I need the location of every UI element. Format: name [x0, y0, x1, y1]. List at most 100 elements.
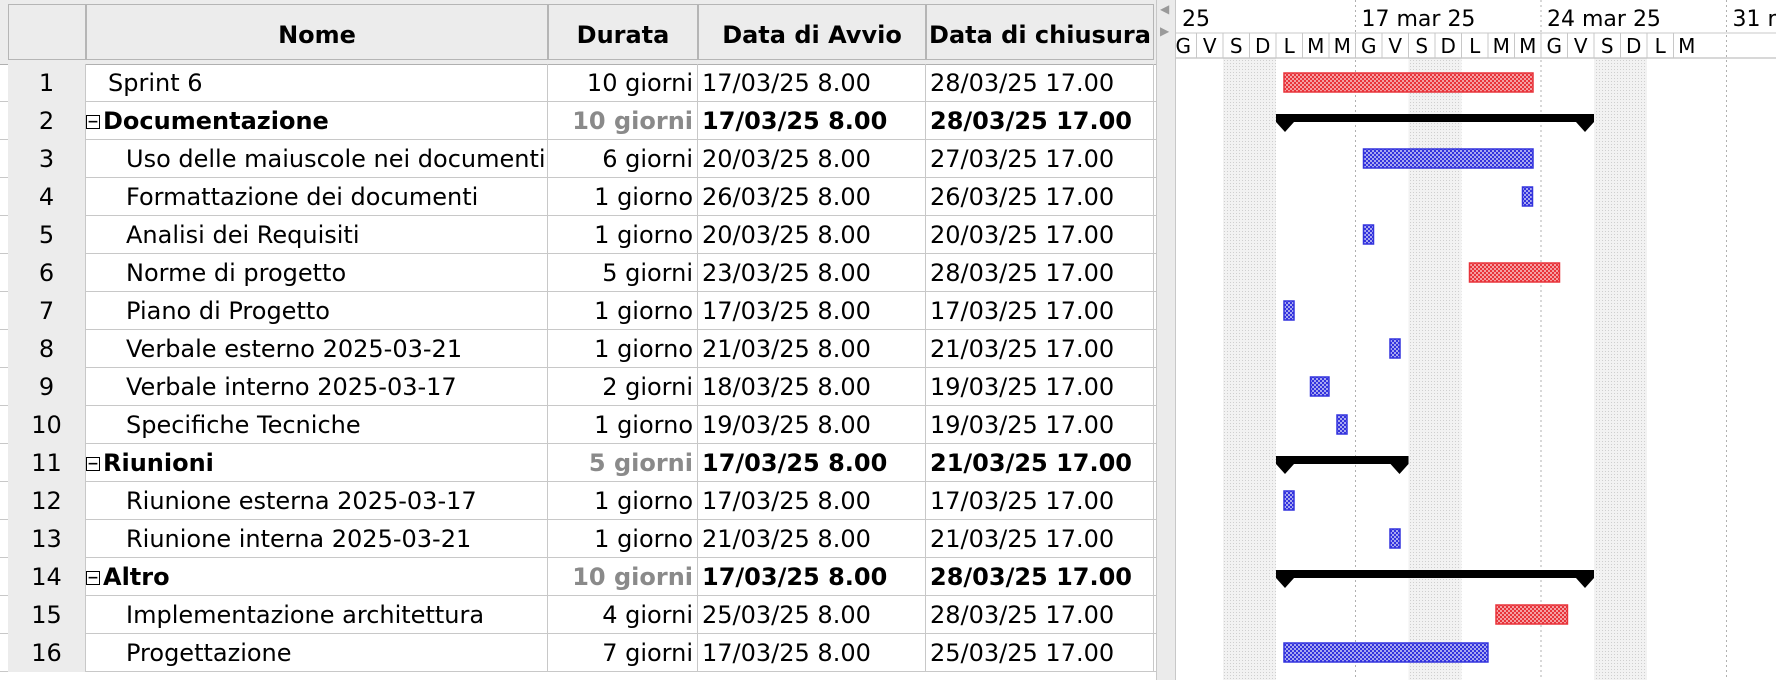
row-number[interactable]: 6 [8, 254, 86, 292]
start-date-cell[interactable]: 19/03/25 8.00 [698, 406, 926, 444]
end-date-cell[interactable]: 17/03/25 17.00 [926, 482, 1154, 520]
table-row[interactable]: 13 Riunione interna 2025-03-21 1 giorno 21/… [0, 520, 1156, 558]
summary-bar[interactable] [1276, 570, 1594, 578]
task-name-cell[interactable]: Verbale esterno 2025-03-21 [86, 330, 548, 368]
critical-task-bar[interactable] [1468, 262, 1561, 283]
table-row[interactable]: 3 Uso delle maiuscole nei documenti 6 gior… [0, 140, 1156, 178]
row-number[interactable]: 15 [8, 596, 86, 634]
duration-cell[interactable]: 4 giorni [548, 596, 698, 634]
critical-task-bar[interactable] [1283, 72, 1534, 93]
end-date-cell[interactable]: 20/03/25 17.00 [926, 216, 1154, 254]
header-end-date[interactable]: Data di chiusura [926, 4, 1154, 60]
task-name-cell[interactable]: Uso delle maiuscole nei documenti [86, 140, 548, 178]
table-row[interactable]: 1 Sprint 6 10 giorni 17/03/25 8.00 28/03/25 … [0, 64, 1156, 102]
duration-cell[interactable]: 5 giorni [548, 444, 698, 482]
start-date-cell[interactable]: 17/03/25 8.00 [698, 102, 926, 140]
start-date-cell[interactable]: 25/03/25 8.00 [698, 596, 926, 634]
duration-cell[interactable]: 6 giorni [548, 140, 698, 178]
start-date-cell[interactable]: 17/03/25 8.00 [698, 558, 926, 596]
table-row[interactable]: 16 Progettazione 7 giorni 17/03/25 8.00 25/0… [0, 634, 1156, 672]
row-number[interactable]: 7 [8, 292, 86, 330]
task-bar[interactable] [1283, 300, 1295, 321]
duration-cell[interactable]: 1 giorno [548, 406, 698, 444]
end-date-cell[interactable]: 28/03/25 17.00 [926, 254, 1154, 292]
row-number[interactable]: 5 [8, 216, 86, 254]
header-start-date[interactable]: Data di Avvio [698, 4, 926, 60]
start-date-cell[interactable]: 20/03/25 8.00 [698, 216, 926, 254]
header-duration[interactable]: Durata [548, 4, 698, 60]
start-date-cell[interactable]: 17/03/25 8.00 [698, 444, 926, 482]
start-date-cell[interactable]: 18/03/25 8.00 [698, 368, 926, 406]
task-name-cell[interactable]: Riunione esterna 2025-03-17 [86, 482, 548, 520]
end-date-cell[interactable]: 28/03/25 17.00 [926, 102, 1154, 140]
task-bar[interactable] [1362, 148, 1534, 169]
end-date-cell[interactable]: 19/03/25 17.00 [926, 368, 1154, 406]
task-bar[interactable] [1389, 338, 1401, 359]
row-number[interactable]: 13 [8, 520, 86, 558]
table-row[interactable]: 2− Documentazione 10 giorni 17/03/25 8.00 28… [0, 102, 1156, 140]
duration-cell[interactable]: 10 giorni [548, 102, 698, 140]
task-name-cell[interactable]: Formattazione dei documenti [86, 178, 548, 216]
task-name-cell[interactable]: Sprint 6 [86, 64, 548, 102]
critical-task-bar[interactable] [1495, 604, 1569, 625]
expand-right-icon[interactable]: ▶ [1160, 24, 1170, 38]
end-date-cell[interactable]: 21/03/25 17.00 [926, 520, 1154, 558]
table-row[interactable]: 11− Riunioni 5 giorni 17/03/25 8.00 21/03/25… [0, 444, 1156, 482]
task-name-cell[interactable]: − Altro [86, 558, 548, 596]
row-number[interactable]: 9 [8, 368, 86, 406]
start-date-cell[interactable]: 17/03/25 8.00 [698, 634, 926, 672]
end-date-cell[interactable]: 17/03/25 17.00 [926, 292, 1154, 330]
row-number[interactable]: 1 [8, 64, 86, 102]
end-date-cell[interactable]: 27/03/25 17.00 [926, 140, 1154, 178]
end-date-cell[interactable]: 28/03/25 17.00 [926, 64, 1154, 102]
task-bar[interactable] [1283, 642, 1489, 663]
task-bar[interactable] [1389, 528, 1401, 549]
task-name-cell[interactable]: Progettazione [86, 634, 548, 672]
duration-cell[interactable]: 1 giorno [548, 330, 698, 368]
summary-bar[interactable] [1276, 456, 1409, 464]
task-bar[interactable] [1283, 490, 1295, 511]
end-date-cell[interactable]: 21/03/25 17.00 [926, 330, 1154, 368]
table-row[interactable]: 10 Specifiche Tecniche 1 giorno 19/03/25 8.… [0, 406, 1156, 444]
duration-cell[interactable]: 10 giorni [548, 64, 698, 102]
table-row[interactable]: 15 Implementazione architettura 4 giorni 25… [0, 596, 1156, 634]
end-date-cell[interactable]: 21/03/25 17.00 [926, 444, 1154, 482]
start-date-cell[interactable]: 23/03/25 8.00 [698, 254, 926, 292]
row-number[interactable]: 16 [8, 634, 86, 672]
end-date-cell[interactable]: 19/03/25 17.00 [926, 406, 1154, 444]
row-number[interactable]: 12 [8, 482, 86, 520]
task-name-cell[interactable]: Norme di progetto [86, 254, 548, 292]
header-row-number[interactable] [8, 4, 86, 60]
task-bar[interactable] [1309, 376, 1330, 397]
collapse-toggle-icon[interactable]: − [86, 456, 100, 472]
start-date-cell[interactable]: 20/03/25 8.00 [698, 140, 926, 178]
end-date-cell[interactable]: 28/03/25 17.00 [926, 558, 1154, 596]
task-name-cell[interactable]: Riunione interna 2025-03-21 [86, 520, 548, 558]
table-row[interactable]: 5 Analisi dei Requisiti 1 giorno 20/03/25 8… [0, 216, 1156, 254]
task-bar[interactable] [1521, 186, 1534, 207]
row-number[interactable]: 3 [8, 140, 86, 178]
table-row[interactable]: 7 Piano di Progetto 1 giorno 17/03/25 8.00 1… [0, 292, 1156, 330]
task-name-cell[interactable]: Specifiche Tecniche [86, 406, 548, 444]
start-date-cell[interactable]: 17/03/25 8.00 [698, 292, 926, 330]
collapse-toggle-icon[interactable]: − [86, 114, 100, 130]
duration-cell[interactable]: 1 giorno [548, 482, 698, 520]
end-date-cell[interactable]: 25/03/25 17.00 [926, 634, 1154, 672]
collapse-toggle-icon[interactable]: − [86, 570, 100, 586]
task-bar[interactable] [1362, 224, 1375, 245]
row-number[interactable]: 14 [8, 558, 86, 596]
task-name-cell[interactable]: − Documentazione [86, 102, 548, 140]
duration-cell[interactable]: 7 giorni [548, 634, 698, 672]
table-row[interactable]: 14− Altro 10 giorni 17/03/25 8.00 28/03/25 1… [0, 558, 1156, 596]
start-date-cell[interactable]: 17/03/25 8.00 [698, 64, 926, 102]
task-name-cell[interactable]: Implementazione architettura [86, 596, 548, 634]
task-name-cell[interactable]: Piano di Progetto [86, 292, 548, 330]
duration-cell[interactable]: 1 giorno [548, 292, 698, 330]
duration-cell[interactable]: 2 giorni [548, 368, 698, 406]
row-number[interactable]: 10 [8, 406, 86, 444]
duration-cell[interactable]: 1 giorno [548, 216, 698, 254]
duration-cell[interactable]: 5 giorni [548, 254, 698, 292]
table-row[interactable]: 9 Verbale interno 2025-03-17 2 giorni 18/03… [0, 368, 1156, 406]
task-name-cell[interactable]: Verbale interno 2025-03-17 [86, 368, 548, 406]
end-date-cell[interactable]: 26/03/25 17.00 [926, 178, 1154, 216]
